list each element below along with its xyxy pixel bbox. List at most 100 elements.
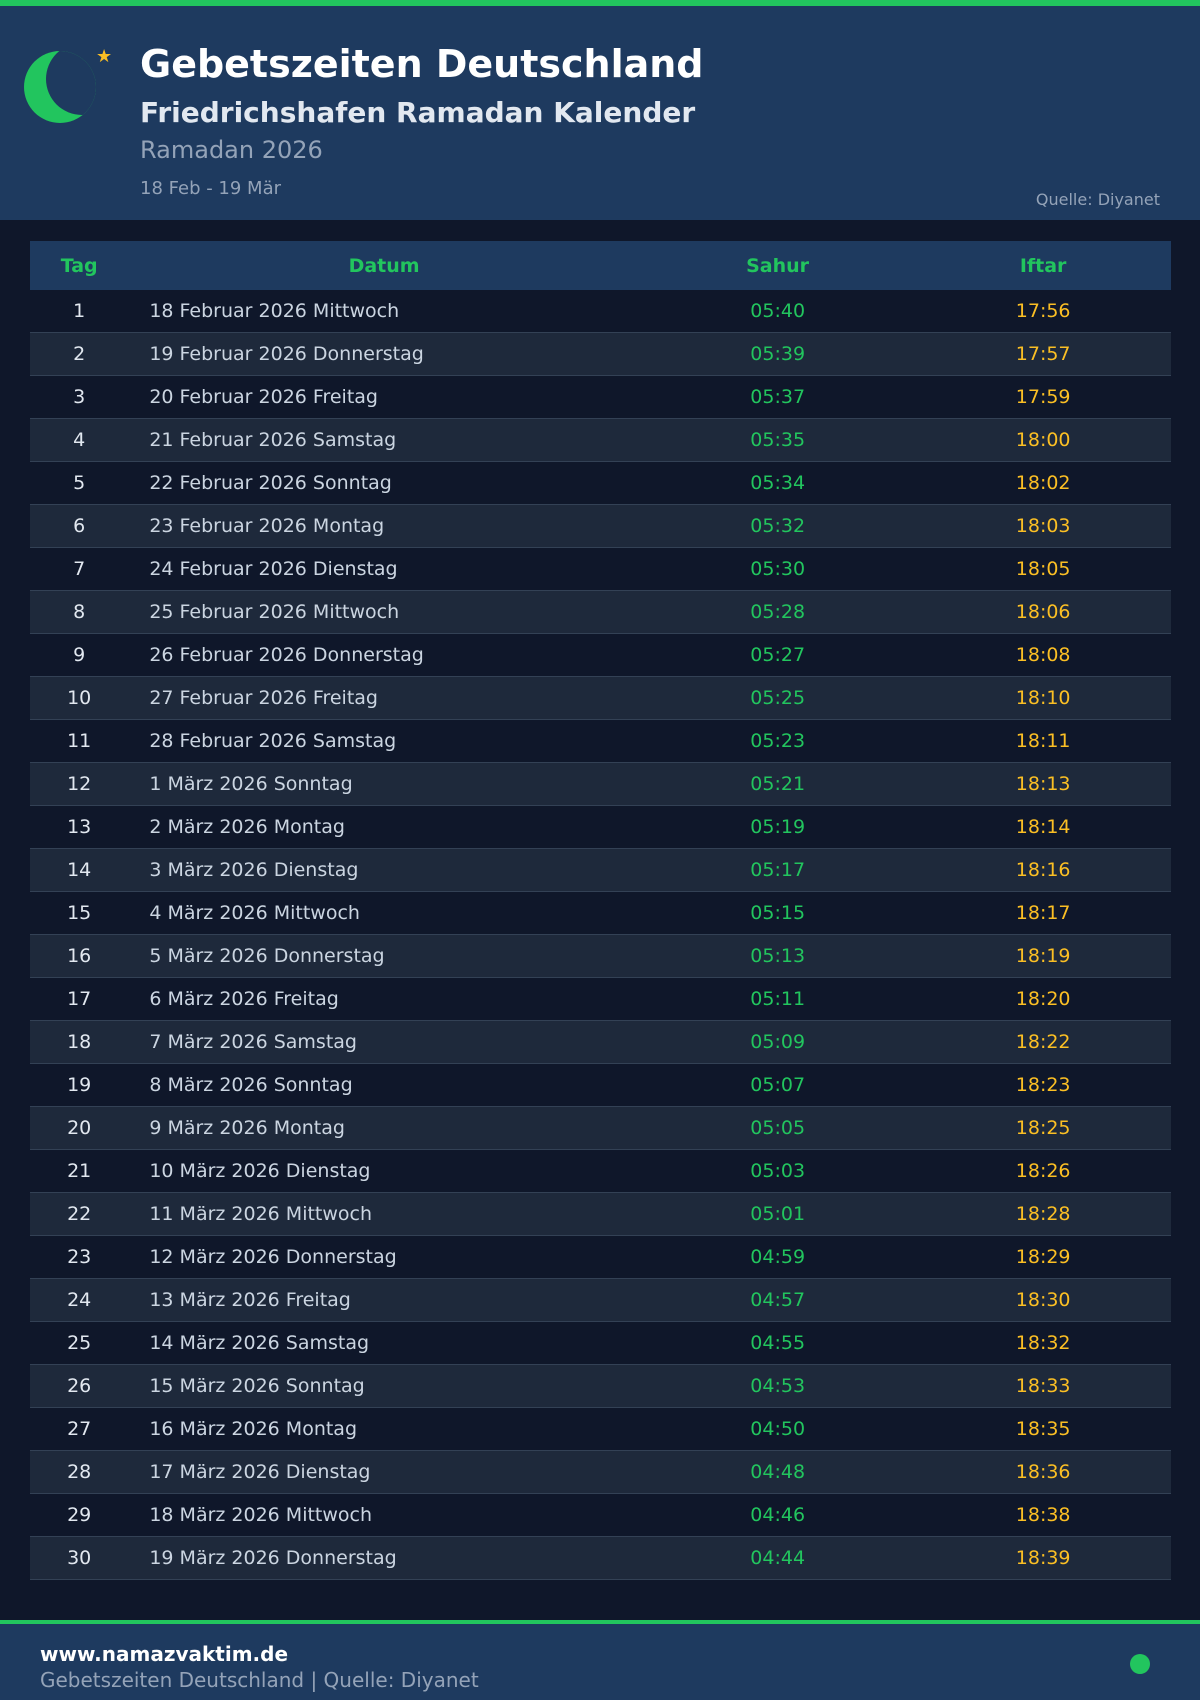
day-number: 18 [67, 1031, 92, 1053]
day-number: 4 [73, 429, 86, 451]
table-row: 24 13 März 2026 Freitag 04:57 18:30 [30, 1279, 1171, 1322]
iftar-time: 18:14 [1015, 816, 1071, 838]
date: 28 Februar 2026 Samstag [149, 730, 397, 752]
iftar-time: 18:13 [1015, 773, 1071, 795]
date: 23 Februar 2026 Montag [149, 515, 385, 537]
day-number: 2 [73, 343, 86, 365]
table-row: 23 12 März 2026 Donnerstag 04:59 18:29 [30, 1236, 1171, 1279]
day-number: 26 [67, 1375, 92, 1397]
footer-text: Gebetszeiten Deutschland | Quelle: Diyan… [40, 1668, 479, 1692]
day-number: 20 [67, 1117, 92, 1139]
date: 14 März 2026 Samstag [149, 1332, 370, 1354]
status-dot-icon [1130, 1654, 1150, 1674]
date: 2 März 2026 Montag [149, 816, 345, 838]
date: 11 März 2026 Mittwoch [149, 1203, 373, 1225]
sahur-time: 05:27 [750, 644, 806, 666]
table-row: 19 8 März 2026 Sonntag 05:07 18:23 [30, 1064, 1171, 1107]
page-header: ★ Gebetszeiten Deutschland Friedrichshaf… [0, 6, 1200, 220]
table-row: 11 28 Februar 2026 Samstag 05:23 18:11 [30, 720, 1171, 763]
iftar-time: 18:26 [1015, 1160, 1071, 1182]
sahur-time: 04:55 [750, 1332, 806, 1354]
day-number: 9 [73, 644, 86, 666]
day-number: 30 [67, 1547, 92, 1569]
table-row: 28 17 März 2026 Dienstag 04:48 18:36 [30, 1451, 1171, 1494]
iftar-time: 18:00 [1015, 429, 1071, 451]
iftar-time: 18:16 [1015, 859, 1071, 881]
table-row: 4 21 Februar 2026 Samstag 05:35 18:00 [30, 419, 1171, 462]
iftar-time: 18:20 [1015, 988, 1071, 1010]
iftar-time: 18:28 [1015, 1203, 1071, 1225]
sahur-time: 04:44 [750, 1547, 806, 1569]
ramadan-calendar-table: Tag Datum Sahur Iftar 1 18 Februar 2026 M… [30, 241, 1171, 1580]
date: 25 Februar 2026 Mittwoch [149, 601, 400, 623]
sahur-time: 05:30 [750, 558, 806, 580]
table-row: 17 6 März 2026 Freitag 05:11 18:20 [30, 978, 1171, 1021]
day-number: 8 [73, 601, 86, 623]
sahur-time: 05:32 [750, 515, 806, 537]
day-number: 11 [67, 730, 92, 752]
sahur-time: 05:25 [750, 687, 806, 709]
table-row: 14 3 März 2026 Dienstag 05:17 18:16 [30, 849, 1171, 892]
day-number: 27 [67, 1418, 92, 1440]
day-number: 28 [67, 1461, 92, 1483]
sahur-time: 05:13 [750, 945, 806, 967]
iftar-time: 18:03 [1015, 515, 1071, 537]
iftar-time: 18:32 [1015, 1332, 1071, 1354]
footer-url[interactable]: www.namazvaktim.de [40, 1642, 289, 1666]
sahur-time: 05:03 [750, 1160, 806, 1182]
day-number: 5 [73, 472, 86, 494]
sahur-time: 05:39 [750, 343, 806, 365]
iftar-time: 18:17 [1015, 902, 1071, 924]
day-number: 19 [67, 1074, 92, 1096]
crescent-moon-icon [24, 51, 96, 123]
table-row: 8 25 Februar 2026 Mittwoch 05:28 18:06 [30, 591, 1171, 634]
day-number: 29 [67, 1504, 92, 1526]
sahur-time: 05:40 [750, 300, 806, 322]
iftar-time: 18:08 [1015, 644, 1071, 666]
table-row: 16 5 März 2026 Donnerstag 05:13 18:19 [30, 935, 1171, 978]
sahur-time: 05:11 [750, 988, 806, 1010]
page-title: Gebetszeiten Deutschland [140, 42, 704, 86]
day-number: 6 [73, 515, 86, 537]
iftar-time: 18:33 [1015, 1375, 1071, 1397]
sahur-time: 05:07 [750, 1074, 806, 1096]
column-header-datum: Datum [348, 254, 420, 277]
date: 3 März 2026 Dienstag [149, 859, 359, 881]
sahur-time: 04:48 [750, 1461, 806, 1483]
sahur-time: 04:46 [750, 1504, 806, 1526]
day-number: 21 [67, 1160, 92, 1182]
day-number: 14 [67, 859, 92, 881]
date: 10 März 2026 Dienstag [149, 1160, 371, 1182]
date: 24 Februar 2026 Dienstag [149, 558, 398, 580]
sahur-time: 05:34 [750, 472, 806, 494]
iftar-time: 18:05 [1015, 558, 1071, 580]
sahur-time: 05:17 [750, 859, 806, 881]
date: 13 März 2026 Freitag [149, 1289, 351, 1311]
iftar-time: 17:59 [1015, 386, 1071, 408]
date: 1 März 2026 Sonntag [149, 773, 353, 795]
iftar-time: 17:56 [1015, 300, 1071, 322]
date: 6 März 2026 Freitag [149, 988, 339, 1010]
iftar-time: 18:10 [1015, 687, 1071, 709]
table-row: 26 15 März 2026 Sonntag 04:53 18:33 [30, 1365, 1171, 1408]
date: 8 März 2026 Sonntag [149, 1074, 353, 1096]
sahur-time: 05:35 [750, 429, 806, 451]
sahur-time: 04:50 [750, 1418, 806, 1440]
table-row: 27 16 März 2026 Montag 04:50 18:35 [30, 1408, 1171, 1451]
table-row: 15 4 März 2026 Mittwoch 05:15 18:17 [30, 892, 1171, 935]
day-number: 1 [73, 300, 86, 322]
sahur-time: 05:09 [750, 1031, 806, 1053]
table-row: 5 22 Februar 2026 Sonntag 05:34 18:02 [30, 462, 1171, 505]
date: 5 März 2026 Donnerstag [149, 945, 385, 967]
column-header-iftar: Iftar [1019, 254, 1067, 277]
column-header-tag: Tag [60, 254, 98, 277]
sahur-time: 04:53 [750, 1375, 806, 1397]
table-row: 18 7 März 2026 Samstag 05:09 18:22 [30, 1021, 1171, 1064]
day-number: 17 [67, 988, 92, 1010]
day-number: 24 [67, 1289, 92, 1311]
sahur-time: 05:37 [750, 386, 806, 408]
iftar-time: 18:02 [1015, 472, 1071, 494]
iftar-time: 18:25 [1015, 1117, 1071, 1139]
sahur-time: 05:28 [750, 601, 806, 623]
iftar-time: 18:19 [1015, 945, 1071, 967]
